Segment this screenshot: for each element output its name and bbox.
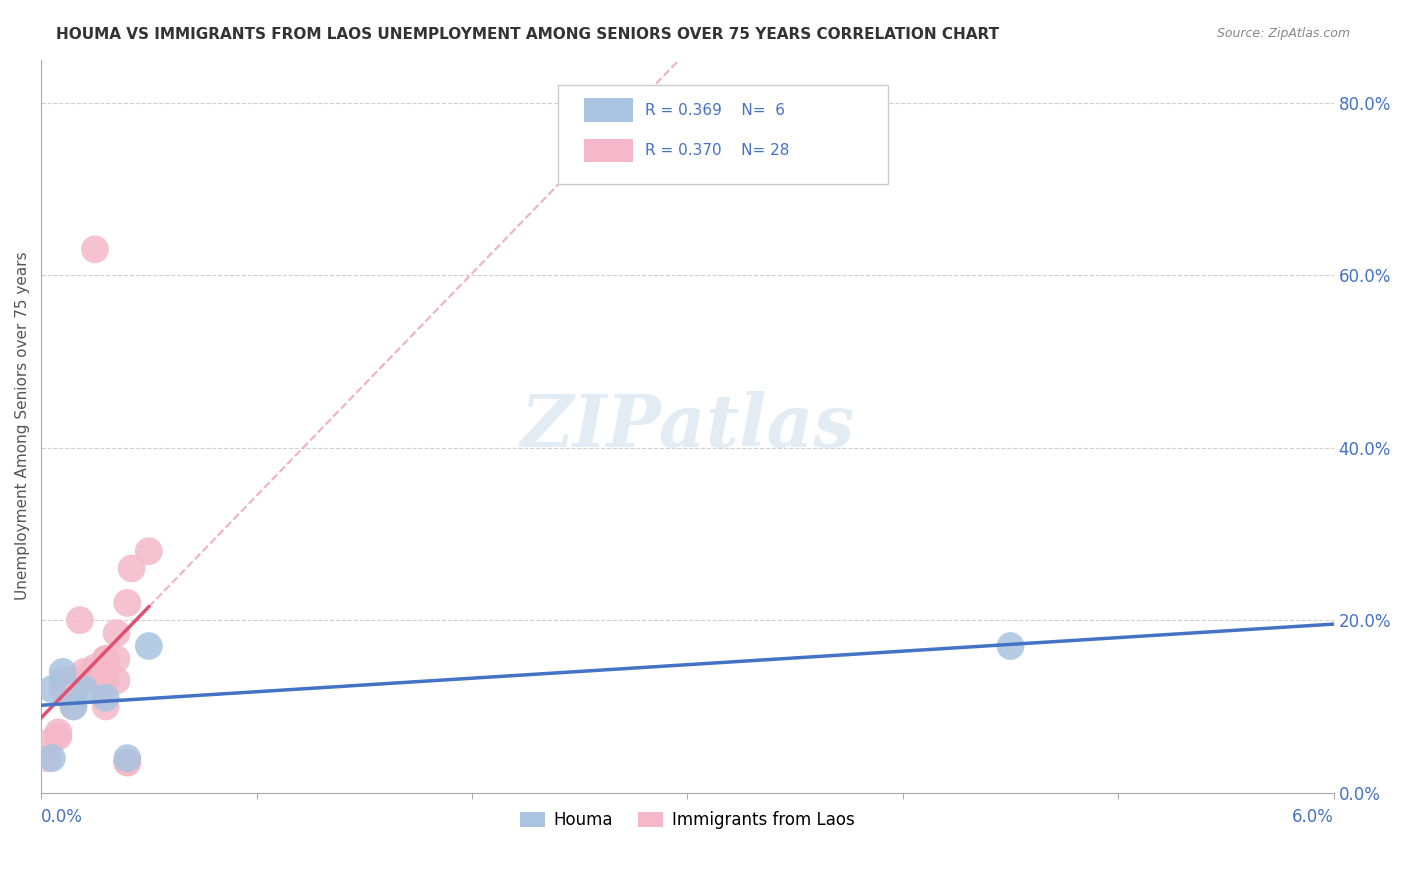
Point <box>73 673 96 688</box>
Point <box>73 682 96 697</box>
Point <box>62 686 84 700</box>
Point <box>94 699 117 714</box>
Point <box>46 730 69 744</box>
Text: HOUMA VS IMMIGRANTS FROM LAOS UNEMPLOYMENT AMONG SENIORS OVER 75 YEARS CORRELATI: HOUMA VS IMMIGRANTS FROM LAOS UNEMPLOYME… <box>56 27 1000 42</box>
Point <box>117 756 139 770</box>
Text: R = 0.370    N= 28: R = 0.370 N= 28 <box>645 143 789 158</box>
Point <box>138 544 160 558</box>
Point <box>84 243 107 257</box>
Point <box>105 673 128 688</box>
Y-axis label: Unemployment Among Seniors over 75 years: Unemployment Among Seniors over 75 years <box>15 252 30 600</box>
Point <box>138 639 160 653</box>
FancyBboxPatch shape <box>558 86 887 185</box>
Text: Source: ZipAtlas.com: Source: ZipAtlas.com <box>1216 27 1350 40</box>
Point <box>117 596 139 610</box>
Point <box>105 626 128 640</box>
Text: 0.0%: 0.0% <box>41 808 83 826</box>
Point <box>62 699 84 714</box>
Point <box>1000 639 1022 653</box>
Point <box>56 673 79 688</box>
Point <box>105 652 128 666</box>
Point <box>52 682 75 697</box>
Point <box>94 652 117 666</box>
Point <box>69 613 91 627</box>
Point <box>62 699 84 714</box>
Point <box>94 673 117 688</box>
Point <box>52 673 75 688</box>
Legend: Houma, Immigrants from Laos: Houma, Immigrants from Laos <box>513 805 860 836</box>
Point <box>41 682 63 697</box>
Text: R = 0.369    N=  6: R = 0.369 N= 6 <box>645 103 785 118</box>
Point <box>94 652 117 666</box>
Point <box>121 561 143 575</box>
Point <box>84 673 107 688</box>
Point <box>37 751 59 765</box>
Point <box>94 657 117 671</box>
Point <box>84 660 107 674</box>
Point <box>41 751 63 765</box>
Point <box>41 734 63 748</box>
Point <box>94 690 117 705</box>
Text: 6.0%: 6.0% <box>1292 808 1334 826</box>
Point <box>117 751 139 765</box>
Point <box>52 665 75 679</box>
Point <box>46 725 69 739</box>
FancyBboxPatch shape <box>583 98 633 122</box>
Point <box>73 665 96 679</box>
FancyBboxPatch shape <box>583 139 633 162</box>
Point <box>117 756 139 770</box>
Text: ZIPatlas: ZIPatlas <box>520 391 855 462</box>
